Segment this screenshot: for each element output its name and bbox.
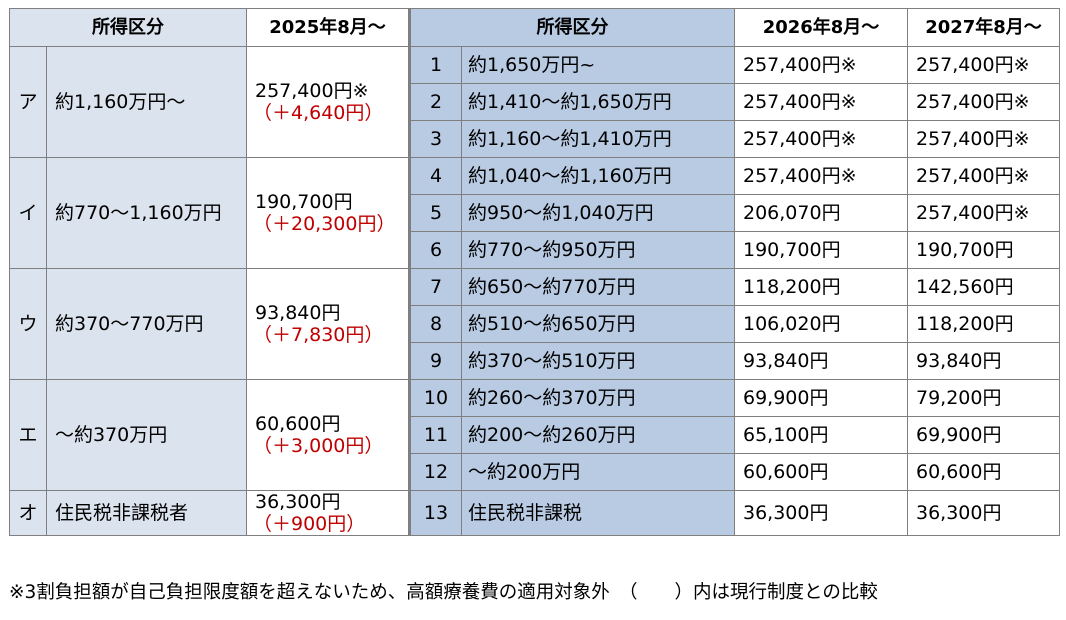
row-income-range: 約510～約650万円 bbox=[461, 305, 735, 343]
header-left-category: 所得区分 bbox=[9, 8, 247, 47]
row-value-2027: 79,200円 bbox=[907, 379, 1060, 417]
row-number: 3 bbox=[408, 120, 462, 158]
row-value-2026: 118,200円 bbox=[734, 268, 908, 306]
row-number: 6 bbox=[408, 231, 462, 269]
row-value-2027: 257,400円※ bbox=[907, 46, 1060, 84]
row-income-range: 約770～約950万円 bbox=[461, 231, 735, 269]
row-number: 5 bbox=[408, 194, 462, 232]
table-row: 11 約200～約260万円 65,100円 69,900円 bbox=[10, 416, 1060, 454]
table-row: オ住民税非課税者 36,300円 （＋900円） 13 住民税非課税 36,300円 36,… bbox=[9, 490, 1060, 536]
header-right-category: 所得区分 bbox=[408, 8, 735, 47]
row-value-2027: 118,200円 bbox=[907, 305, 1060, 343]
row-number: 8 bbox=[408, 305, 462, 343]
row-value-2027: 60,600円 bbox=[907, 453, 1060, 491]
row-value-2026: 257,400円※ bbox=[734, 46, 908, 84]
row-number: 4 bbox=[408, 157, 462, 195]
group-income-range: 約770～1,160万円 bbox=[46, 157, 247, 269]
group-amount-2025: 36,300円 （＋900円） bbox=[246, 490, 410, 536]
header-2026: 2026年8月～ bbox=[734, 8, 908, 47]
row-value-2026: 36,300円 bbox=[734, 490, 908, 536]
row-number: 10 bbox=[408, 379, 462, 417]
table-body: ア約1,160万円～ 257,400円※ （＋4,640円） 1 約1,650万円~ 25… bbox=[9, 46, 1060, 536]
row-value-2026: 257,400円※ bbox=[734, 157, 908, 195]
table-row: ア約1,160万円～ 257,400円※ （＋4,640円） 1 約1,650万円~ 25… bbox=[9, 46, 1060, 158]
amount-2025: 93,840円 bbox=[255, 302, 341, 324]
row-number: 7 bbox=[408, 268, 462, 306]
table-row: 5 約950～約1,040万円 206,070円 257,400円※ bbox=[10, 194, 1060, 232]
row-number: 1 bbox=[408, 46, 462, 84]
row-number: 11 bbox=[408, 416, 462, 454]
footnote: ※3割負担額が自己負担限度額を超えないため、高額療養費の適用対象外 （ ）内は現… bbox=[9, 582, 878, 603]
header-row: 所得区分 2025年8月～ 所得区分 2026年8月～ 2027年8月～ bbox=[9, 8, 1060, 47]
row-value-2027: 93,840円 bbox=[907, 342, 1060, 380]
amount-diff: （＋7,830円） bbox=[253, 324, 384, 346]
row-number: 13 bbox=[408, 490, 462, 536]
table-row: ウ約370～770万円 93,840円 （＋7,830円） 7 約650～約770万円 1… bbox=[9, 268, 1060, 380]
row-income-range: 約950～約1,040万円 bbox=[461, 194, 735, 232]
group-income-range: 約370～770万円 bbox=[46, 268, 247, 380]
row-income-range: 約1,410～約1,650万円 bbox=[461, 83, 735, 121]
table-row: エ～約370万円 60,600円 （＋3,000円） 10 約260～約370万円 69,… bbox=[9, 379, 1060, 491]
row-value-2027: 257,400円※ bbox=[907, 83, 1060, 121]
row-income-range: ～約200万円 bbox=[461, 453, 735, 491]
table-row: 12 ～約200万円 60,600円 60,600円 bbox=[10, 453, 1060, 491]
row-value-2026: 206,070円 bbox=[734, 194, 908, 232]
row-income-range: 住民税非課税 bbox=[461, 490, 735, 536]
header-2025: 2025年8月～ bbox=[246, 8, 410, 47]
row-income-range: 約650～約770万円 bbox=[461, 268, 735, 306]
group-income-range: ～約370万円 bbox=[46, 379, 247, 491]
row-number: 9 bbox=[408, 342, 462, 380]
amount-2025: 257,400円※ bbox=[255, 80, 369, 102]
group-letter: ウ bbox=[9, 268, 47, 380]
table-row: イ約770～1,160万円 190,700円 （＋20,300円） 4 約1,040～約… bbox=[9, 157, 1060, 269]
row-number: 12 bbox=[408, 453, 462, 491]
group-amount-2025: 60,600円 （＋3,000円） bbox=[246, 379, 410, 491]
table-row: 9 約370～約510万円 93,840円 93,840円 bbox=[10, 342, 1060, 380]
amount-diff: （＋20,300円） bbox=[253, 213, 396, 235]
row-value-2027: 69,900円 bbox=[907, 416, 1060, 454]
row-number: 2 bbox=[408, 83, 462, 121]
copay-limit-table: 所得区分 2025年8月～ 所得区分 2026年8月～ 2027年8月～ ア約1… bbox=[9, 8, 1060, 536]
amount-2025: 60,600円 bbox=[255, 413, 341, 435]
row-value-2026: 65,100円 bbox=[734, 416, 908, 454]
row-value-2027: 190,700円 bbox=[907, 231, 1060, 269]
row-value-2027: 257,400円※ bbox=[907, 194, 1060, 232]
row-value-2027: 36,300円 bbox=[907, 490, 1060, 536]
group-letter: エ bbox=[9, 379, 47, 491]
row-value-2026: 60,600円 bbox=[734, 453, 908, 491]
group-amount-2025: 93,840円 （＋7,830円） bbox=[246, 268, 410, 380]
group-income-range: 約1,160万円～ bbox=[46, 46, 247, 158]
row-value-2027: 257,400円※ bbox=[907, 157, 1060, 195]
table-row: 6 約770～約950万円 190,700円 190,700円 bbox=[10, 231, 1060, 269]
row-value-2026: 190,700円 bbox=[734, 231, 908, 269]
row-value-2026: 106,020円 bbox=[734, 305, 908, 343]
table-row: 2 約1,410～約1,650万円 257,400円※ 257,400円※ bbox=[10, 83, 1060, 121]
group-amount-2025: 257,400円※ （＋4,640円） bbox=[246, 46, 410, 158]
amount-2025: 190,700円 bbox=[255, 191, 353, 213]
group-income-range: 住民税非課税者 bbox=[46, 490, 247, 536]
amount-diff: （＋4,640円） bbox=[253, 102, 384, 124]
group-letter: オ bbox=[9, 490, 47, 536]
group-letter: イ bbox=[9, 157, 47, 269]
amount-diff: （＋3,000円） bbox=[253, 435, 384, 457]
amount-2025: 36,300円 bbox=[255, 491, 341, 514]
row-value-2026: 257,400円※ bbox=[734, 83, 908, 121]
row-value-2027: 257,400円※ bbox=[907, 120, 1060, 158]
row-income-range: 約1,040～約1,160万円 bbox=[461, 157, 735, 195]
row-income-range: 約370～約510万円 bbox=[461, 342, 735, 380]
row-income-range: 約200～約260万円 bbox=[461, 416, 735, 454]
amount-diff: （＋900円） bbox=[253, 513, 366, 535]
table-row: 3 約1,160～約1,410万円 257,400円※ 257,400円※ bbox=[10, 120, 1060, 158]
row-value-2026: 69,900円 bbox=[734, 379, 908, 417]
table-row: 8 約510～約650万円 106,020円 118,200円 bbox=[10, 305, 1060, 343]
group-letter: ア bbox=[9, 46, 47, 158]
group-amount-2025: 190,700円 （＋20,300円） bbox=[246, 157, 410, 269]
row-value-2027: 142,560円 bbox=[907, 268, 1060, 306]
row-value-2026: 93,840円 bbox=[734, 342, 908, 380]
row-value-2026: 257,400円※ bbox=[734, 120, 908, 158]
row-income-range: 約1,160～約1,410万円 bbox=[461, 120, 735, 158]
row-income-range: 約1,650万円~ bbox=[461, 46, 735, 84]
row-income-range: 約260～約370万円 bbox=[461, 379, 735, 417]
header-2027: 2027年8月～ bbox=[907, 8, 1060, 47]
